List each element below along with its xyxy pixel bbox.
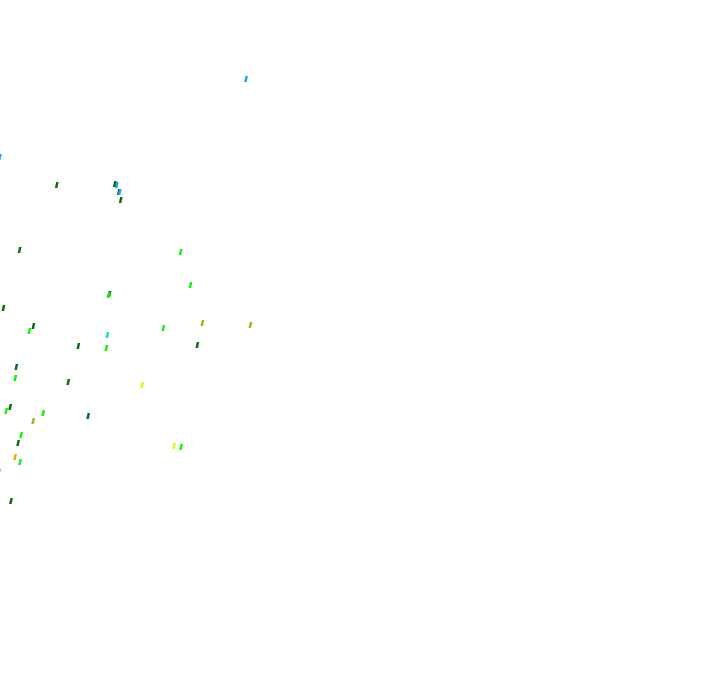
colored-mark <box>105 332 110 338</box>
colored-mark <box>14 364 19 370</box>
colored-mark <box>66 379 71 385</box>
colored-mark <box>106 292 111 298</box>
colored-mark <box>0 469 1 475</box>
colored-mark <box>1 305 6 311</box>
colored-mark <box>54 182 59 188</box>
colored-mark <box>112 181 117 187</box>
colored-mark <box>248 322 253 328</box>
colored-mark <box>27 328 32 334</box>
colored-mark <box>161 325 166 331</box>
colored-mark <box>9 498 13 504</box>
colored-mark <box>188 282 193 288</box>
colored-mark <box>8 404 13 410</box>
colored-mark <box>178 249 183 255</box>
colored-mark <box>200 320 205 326</box>
colored-mark <box>18 459 22 465</box>
colored-mark <box>114 182 119 188</box>
colored-mark <box>117 189 122 195</box>
colored-mark <box>179 444 183 450</box>
colored-mark <box>41 410 46 416</box>
colored-mark <box>118 197 123 203</box>
colored-mark <box>17 247 22 253</box>
colored-mark <box>76 343 81 349</box>
colored-mark <box>13 375 18 381</box>
colored-mark <box>4 408 9 414</box>
colored-mark <box>16 440 21 446</box>
colored-mark <box>172 443 176 449</box>
colored-mark <box>140 382 145 388</box>
colored-mark <box>244 76 248 82</box>
colored-mark <box>19 432 24 438</box>
colored-mark <box>13 454 17 460</box>
colored-mark <box>104 345 109 351</box>
colored-mark <box>86 413 91 419</box>
colored-mark <box>0 154 2 160</box>
colored-mark <box>195 342 200 348</box>
colored-mark <box>31 323 36 329</box>
colored-mark <box>31 418 36 424</box>
